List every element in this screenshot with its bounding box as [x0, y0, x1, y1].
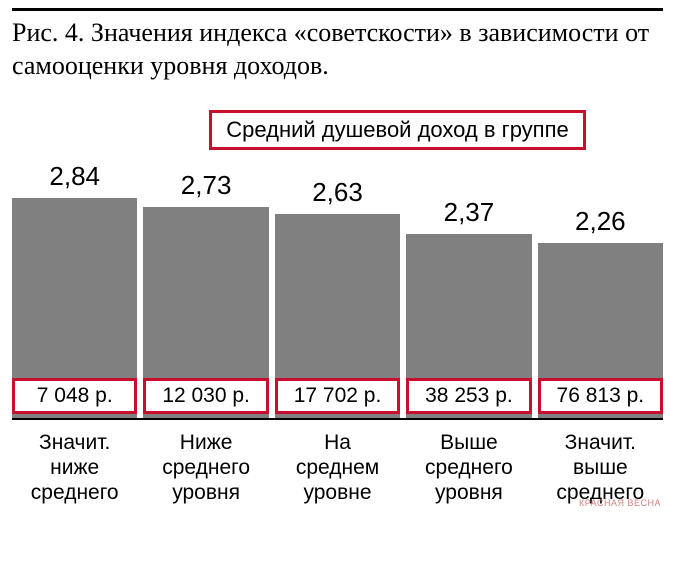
top-rule: [12, 8, 663, 11]
label-line: Значит.: [538, 430, 663, 455]
income-box: 17 702 р.: [275, 378, 400, 414]
label-line: среднего: [143, 455, 268, 480]
figure-caption: Рис. 4. Значения индекса «советскости» в…: [12, 17, 663, 82]
category-label: Насреднемуровне: [275, 430, 400, 506]
legend-box: Средний душевой доход в группе: [209, 110, 586, 150]
label-line: уровня: [406, 480, 531, 505]
label-line: Выше: [406, 430, 531, 455]
bar-value-label: 2,63: [312, 177, 363, 208]
label-line: среднего: [406, 455, 531, 480]
label-line: ниже: [12, 455, 137, 480]
label-line: уровне: [275, 480, 400, 505]
income-row: 7 048 р.12 030 р.17 702 р.38 253 р.76 81…: [12, 378, 663, 414]
chart-area: 2,84 2,73 2,63 2,37 2,26 7 048 р.12 030 р.17…: [12, 160, 663, 420]
watermark-text: КРАСНАЯ ВЕСНА: [579, 498, 661, 508]
label-line: На: [275, 430, 400, 455]
bar-value-label: 2,73: [181, 170, 232, 201]
category-label: Значит.вышесреднего: [538, 430, 663, 506]
bar-value-label: 2,37: [444, 197, 495, 228]
income-box: 7 048 р.: [12, 378, 137, 414]
income-box: 76 813 р.: [538, 378, 663, 414]
figure-container: Рис. 4. Значения индекса «советскости» в…: [0, 0, 675, 518]
label-line: уровня: [143, 480, 268, 505]
label-line: Значит.: [12, 430, 137, 455]
income-box: 38 253 р.: [406, 378, 531, 414]
income-box: 12 030 р.: [143, 378, 268, 414]
label-line: выше: [538, 455, 663, 480]
category-labels-row: Значит.нижесреднегоНижесреднегоуровняНас…: [12, 430, 663, 506]
bar-value-label: 2,26: [575, 206, 626, 237]
category-label: Вышесреднегоуровня: [406, 430, 531, 506]
category-label: Значит.нижесреднего: [12, 430, 137, 506]
label-line: среднего: [12, 480, 137, 505]
legend-row: Средний душевой доход в группе: [12, 110, 663, 150]
bar-value-label: 2,84: [49, 161, 100, 192]
category-label: Нижесреднегоуровня: [143, 430, 268, 506]
label-line: Ниже: [143, 430, 268, 455]
label-line: среднем: [275, 455, 400, 480]
